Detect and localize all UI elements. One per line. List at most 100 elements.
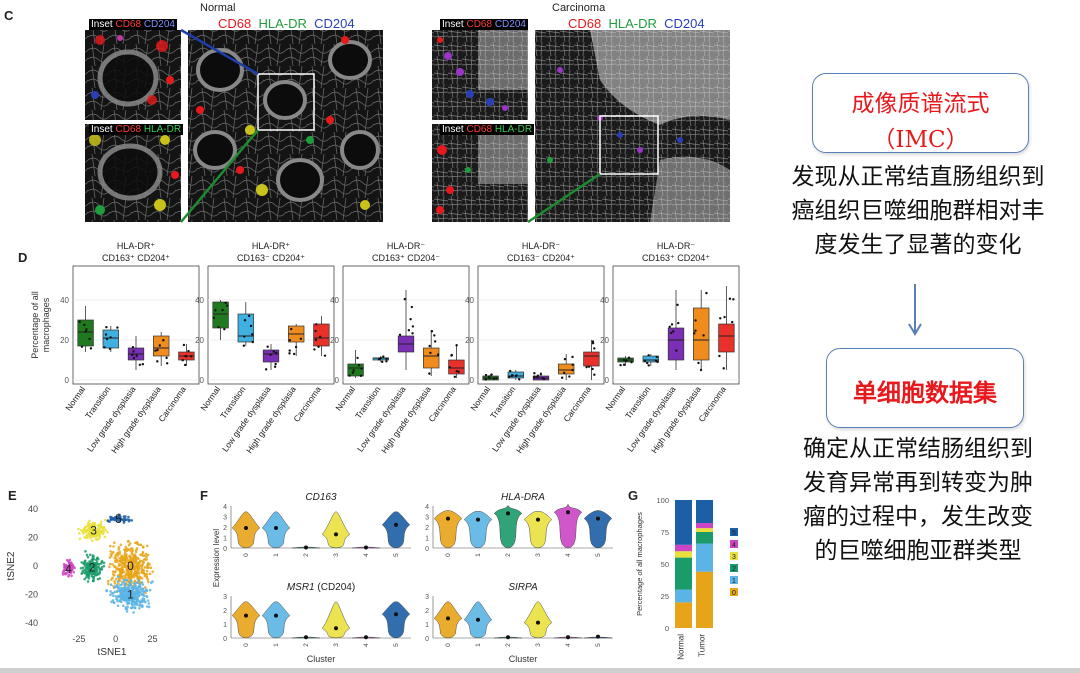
e-point bbox=[113, 565, 117, 569]
e-point bbox=[100, 531, 103, 535]
e-point bbox=[139, 604, 142, 607]
d-subplot-3: HLA-DR⁻CD163⁻ CD204⁺02040NormalTransitio… bbox=[465, 241, 605, 455]
g-bar-segment-4 bbox=[675, 544, 692, 552]
e-point bbox=[113, 582, 117, 585]
d-ylabel-line1: Percentage of all bbox=[30, 291, 40, 359]
e-point bbox=[111, 570, 115, 573]
d-subplot-title-line2: CD163⁺ CD204⁻ bbox=[372, 253, 440, 263]
d-point bbox=[242, 344, 246, 347]
e-point bbox=[140, 581, 144, 584]
panel-c-micrographs bbox=[85, 28, 730, 224]
g-legend-label: 1 bbox=[732, 578, 736, 585]
d-point bbox=[251, 340, 254, 344]
d-ytick-label: 0 bbox=[470, 376, 475, 385]
e-point bbox=[84, 530, 88, 534]
e-point bbox=[149, 566, 153, 570]
d-category-label: Normal bbox=[198, 384, 222, 412]
e-point bbox=[122, 578, 126, 582]
d-point bbox=[693, 332, 696, 335]
g-bar-segment-2 bbox=[696, 532, 713, 544]
e-point bbox=[68, 558, 72, 562]
d-point bbox=[409, 317, 412, 321]
d-point bbox=[182, 343, 186, 347]
d-ytick-label: 20 bbox=[330, 336, 339, 345]
d-point bbox=[104, 333, 108, 336]
e-point bbox=[82, 526, 86, 530]
e-point bbox=[123, 553, 127, 557]
f-cluster-tick: 2 bbox=[303, 643, 310, 647]
d-point bbox=[225, 304, 229, 307]
d-plot-frame bbox=[72, 265, 200, 385]
e-point bbox=[106, 579, 110, 583]
d-point bbox=[571, 368, 574, 372]
e-point bbox=[104, 518, 107, 522]
f-mean-point bbox=[506, 635, 510, 640]
imc-note-line2: （IMC） bbox=[872, 127, 969, 153]
e-point bbox=[132, 566, 135, 570]
d-point bbox=[288, 352, 291, 355]
e-point bbox=[141, 605, 144, 608]
d-point bbox=[694, 319, 697, 322]
d-point bbox=[357, 364, 361, 367]
e-point bbox=[118, 564, 121, 567]
marker-cd68: CD68 bbox=[568, 16, 602, 31]
e-point bbox=[145, 572, 149, 576]
normal-inset-cd68-hladr bbox=[85, 124, 181, 222]
f-ytick-label: 2 bbox=[223, 525, 227, 532]
e-point bbox=[140, 569, 144, 572]
e-point bbox=[109, 550, 113, 553]
e-point bbox=[108, 544, 112, 548]
e-point bbox=[123, 584, 127, 588]
d-point bbox=[675, 349, 678, 352]
e-point bbox=[141, 583, 145, 586]
e-point bbox=[93, 531, 96, 535]
f-cluster-tick: 4 bbox=[363, 643, 370, 647]
e-point bbox=[83, 577, 86, 581]
f-ytick-label: 3 bbox=[425, 594, 429, 601]
f-mean-point bbox=[566, 635, 570, 640]
g-ylabel: Percentage of all macrophages bbox=[635, 512, 644, 616]
e-point bbox=[104, 529, 108, 532]
e-point bbox=[114, 518, 118, 521]
e-point bbox=[127, 601, 131, 605]
e-point bbox=[85, 525, 89, 528]
e-point bbox=[121, 604, 125, 608]
d-ytick-label: 20 bbox=[465, 336, 474, 345]
f-ytick-label: 3 bbox=[223, 515, 227, 522]
f-cluster-tick: 1 bbox=[273, 643, 280, 647]
e-point bbox=[98, 570, 102, 573]
e-point bbox=[144, 588, 148, 591]
f-cluster-tick: 2 bbox=[505, 643, 512, 647]
e-cluster-3 bbox=[77, 518, 109, 543]
d-point bbox=[429, 351, 432, 355]
f-ytick-label: 3 bbox=[425, 515, 429, 522]
normal-inset1-label: Inset CD68 CD204 bbox=[89, 19, 177, 30]
e-point bbox=[87, 577, 91, 580]
d-point bbox=[453, 375, 457, 379]
e-point bbox=[144, 552, 148, 556]
d-point bbox=[273, 365, 277, 368]
e-point bbox=[121, 561, 125, 565]
e-point bbox=[117, 568, 121, 572]
e-point bbox=[111, 572, 115, 576]
f-mean-point bbox=[304, 545, 308, 550]
f-ytick-label: 1 bbox=[223, 622, 227, 629]
e-point bbox=[123, 563, 127, 567]
e-point bbox=[126, 561, 129, 564]
f-ytick-label: 0 bbox=[223, 546, 227, 553]
d-category-label: Normal bbox=[468, 384, 492, 412]
d-box bbox=[718, 323, 735, 353]
d-point bbox=[379, 356, 382, 360]
g-bar-segment-3 bbox=[675, 551, 692, 558]
d-point bbox=[624, 359, 628, 362]
d-point bbox=[88, 337, 91, 341]
g-ytick-label: 50 bbox=[661, 560, 669, 569]
d-point bbox=[627, 356, 631, 359]
d-point bbox=[184, 354, 187, 358]
e-point bbox=[140, 559, 144, 563]
d-point bbox=[266, 345, 269, 348]
d-point bbox=[428, 372, 431, 375]
f-violin bbox=[261, 601, 291, 639]
e-point bbox=[124, 578, 128, 582]
e-point bbox=[143, 566, 147, 569]
